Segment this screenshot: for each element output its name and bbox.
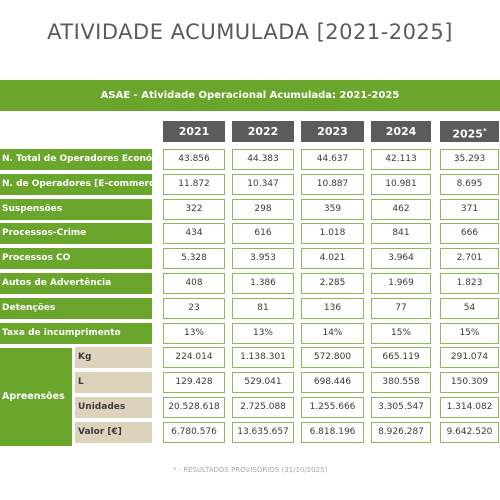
- seizure-row-label: Valor [€]: [75, 422, 152, 443]
- table-cell: 35.293: [440, 149, 499, 170]
- table-cell: 371: [440, 199, 499, 220]
- table-cell: 10.887: [301, 174, 364, 195]
- table-cell: 77: [371, 298, 431, 319]
- table-cell: 8.695: [440, 174, 499, 195]
- seizures-label: Apreensões: [0, 348, 72, 446]
- table-cell: 1.386: [232, 273, 294, 294]
- table-cell: 408: [163, 273, 225, 294]
- table-cell: 3.953: [232, 248, 294, 269]
- seizure-cell: 1.255.666: [301, 397, 364, 418]
- table-cell: 81: [232, 298, 294, 319]
- row-label: Processos-Crime: [0, 223, 152, 244]
- table-cell: 136: [301, 298, 364, 319]
- table-cell: 2.701: [440, 248, 499, 269]
- table-cell: 616: [232, 223, 294, 244]
- table-cell: 434: [163, 223, 225, 244]
- seizure-cell: 698.446: [301, 372, 364, 393]
- table-cell: 1.018: [301, 223, 364, 244]
- table-cell: 43.856: [163, 149, 225, 170]
- row-label: N. de Operadores [E-commerce]: [0, 174, 152, 195]
- table-cell: 42.113: [371, 149, 431, 170]
- year-header-2025: 2025*: [440, 121, 499, 142]
- table-cell: 11.872: [163, 174, 225, 195]
- provisional-marker: *: [482, 127, 487, 135]
- table-banner: ASAE - Atividade Operacional Acumulada: …: [0, 80, 500, 111]
- seizure-cell: 13.635.657: [232, 422, 294, 443]
- seizure-cell: 665.119: [371, 347, 431, 368]
- table-cell: 298: [232, 199, 294, 220]
- seizure-cell: 380.558: [371, 372, 431, 393]
- table-cell: 359: [301, 199, 364, 220]
- seizure-row-label: Unidades: [75, 397, 152, 418]
- seizure-cell: 1.138.301: [232, 347, 294, 368]
- year-header-2022: 2022: [232, 121, 294, 142]
- table-cell: 44.383: [232, 149, 294, 170]
- table-cell: 666: [440, 223, 499, 244]
- row-label: Taxa de incumprimento: [0, 323, 152, 344]
- seizure-cell: 1.314.082: [440, 397, 499, 418]
- table-cell: 841: [371, 223, 431, 244]
- seizure-cell: 529.041: [232, 372, 294, 393]
- table-cell: 1.823: [440, 273, 499, 294]
- seizure-row-label: Kg: [75, 347, 152, 368]
- table-cell: 44.637: [301, 149, 364, 170]
- year-header-2023: 2023: [301, 121, 364, 142]
- seizure-cell: 20.528.618: [163, 397, 225, 418]
- table-cell: 10.347: [232, 174, 294, 195]
- row-label: Processos CO: [0, 248, 152, 269]
- seizure-cell: 129.428: [163, 372, 225, 393]
- seizure-cell: 291.074: [440, 347, 499, 368]
- table-cell: 23: [163, 298, 225, 319]
- seizure-cell: 224.014: [163, 347, 225, 368]
- row-label: Suspensões: [0, 199, 152, 220]
- table-cell: 322: [163, 199, 225, 220]
- seizure-cell: 150.309: [440, 372, 499, 393]
- table-cell: 4.021: [301, 248, 364, 269]
- table-cell: 2.285: [301, 273, 364, 294]
- seizure-cell: 6.780.576: [163, 422, 225, 443]
- seizure-cell: 2.725.088: [232, 397, 294, 418]
- seizure-cell: 6.818.196: [301, 422, 364, 443]
- row-label: N. Total de Operadores Económicos: [0, 149, 152, 170]
- table-cell: 10.981: [371, 174, 431, 195]
- table-cell: 13%: [232, 323, 294, 344]
- table-cell: 15%: [371, 323, 431, 344]
- table-cell: 462: [371, 199, 431, 220]
- row-label: Autos de Advertência: [0, 273, 152, 294]
- seizure-cell: 9.642.520: [440, 422, 499, 443]
- table-cell: 15%: [440, 323, 499, 344]
- footnote: * - RESULTADOS PROVISÓRIOS (31/10/2025): [172, 466, 328, 474]
- table-cell: 13%: [163, 323, 225, 344]
- page-title: ATIVIDADE ACUMULADA [2021-2025]: [47, 20, 453, 44]
- table-cell: 14%: [301, 323, 364, 344]
- seizure-row-label: L: [75, 372, 152, 393]
- table-cell: 1.969: [371, 273, 431, 294]
- table-cell: 54: [440, 298, 499, 319]
- table-cell: 3.964: [371, 248, 431, 269]
- year-header-2021: 2021: [163, 121, 225, 142]
- seizure-cell: 8.926.287: [371, 422, 431, 443]
- seizure-cell: 572.800: [301, 347, 364, 368]
- seizure-cell: 3.305.547: [371, 397, 431, 418]
- year-header-2024: 2024: [371, 121, 431, 142]
- row-label: Detenções: [0, 298, 152, 319]
- table-cell: 5.328: [163, 248, 225, 269]
